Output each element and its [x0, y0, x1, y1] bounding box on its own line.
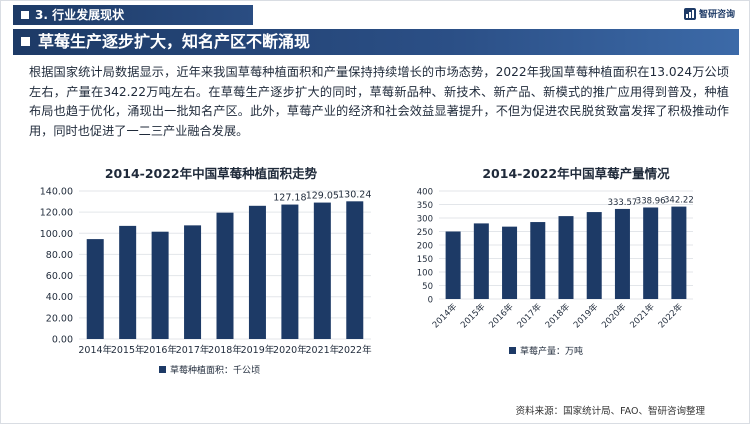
y-tick-label: 20.00: [46, 313, 73, 324]
y-tick-label: 120.00: [40, 208, 73, 219]
legend-swatch: [159, 366, 166, 373]
y-tick-label: 80.00: [46, 250, 73, 261]
section-title: 3. 行业发展现状: [35, 8, 125, 22]
data-label: 127.18: [273, 193, 306, 204]
x-tick-label: 2019年: [571, 301, 600, 330]
x-tick-label: 2021年: [628, 301, 657, 330]
source-note: 资料来源：国家统计局、FAO、智研咨询整理: [515, 406, 705, 417]
banner: 草莓生产逐步扩大，知名产区不断涌现: [13, 29, 739, 55]
y-tick-label: 200: [417, 242, 433, 252]
x-tick-label: 2019年: [241, 344, 275, 356]
square-icon: [21, 37, 30, 46]
bar: [281, 204, 299, 339]
data-label: 130.24: [338, 189, 371, 200]
data-label: 129.05: [306, 191, 339, 202]
y-tick-label: 60.00: [46, 271, 73, 282]
x-tick-label: 2015年: [458, 301, 487, 330]
bar: [346, 201, 364, 339]
section-tab: 3. 行业发展现状: [13, 5, 253, 25]
x-tick-label: 2014年: [430, 301, 459, 330]
x-tick-label: 2020年: [273, 344, 307, 356]
bar: [643, 207, 659, 299]
legend-swatch: [509, 347, 516, 354]
bar: [248, 205, 266, 339]
legend-label: 草莓种植面积：千公顷: [170, 364, 260, 376]
x-tick-label: 2022年: [656, 301, 685, 330]
data-label: 338.96: [636, 196, 666, 206]
bar: [151, 231, 169, 339]
bar: [502, 226, 518, 299]
x-tick-label: 2017年: [515, 301, 544, 330]
y-tick-label: 100: [417, 269, 433, 279]
data-label: 333.57: [608, 198, 638, 208]
bar: [86, 239, 104, 339]
bar: [530, 222, 546, 299]
brand: 智研咨询: [683, 7, 735, 20]
y-tick-label: 250: [417, 228, 433, 238]
chart-title-area: 2014-2022年中国草莓种植面积走势: [104, 166, 318, 181]
x-tick-label: 2020年: [599, 301, 628, 330]
bar: [671, 206, 687, 299]
x-tick-label: 2014年: [78, 344, 112, 356]
bar: [119, 225, 137, 339]
x-tick-label: 2018年: [208, 344, 242, 356]
brand-name: 智研咨询: [698, 10, 735, 20]
y-tick-label: 350: [417, 201, 433, 211]
data-label: 342.22: [664, 196, 694, 206]
banner-title: 草莓生产逐步扩大，知名产区不断涌现: [38, 32, 311, 51]
x-tick-label: 2021年: [305, 344, 339, 356]
y-tick-label: 0: [428, 296, 433, 306]
bar: [216, 212, 234, 339]
x-tick-label: 2018年: [543, 301, 572, 330]
x-tick-label: 2016年: [143, 344, 177, 356]
y-tick-label: 50: [422, 282, 433, 292]
legend-label: 草莓产量：万吨: [520, 345, 583, 357]
bar: [445, 231, 461, 299]
y-tick-label: 400: [417, 188, 433, 198]
x-tick-label: 2017年: [176, 344, 210, 356]
bar: [184, 225, 202, 339]
bar: [586, 212, 602, 299]
bar: [313, 202, 331, 339]
chart-title-output: 2014-2022年中国草莓产量情况: [482, 166, 670, 181]
x-tick-label: 2015年: [111, 344, 145, 356]
square-icon: [21, 11, 29, 19]
body-paragraph: 根据国家统计局数据显示，近年来我国草莓种植面积和产量保持持续增长的市场态势，20…: [29, 65, 729, 138]
y-tick-label: 140.00: [40, 187, 73, 198]
y-tick-label: 100.00: [40, 229, 73, 240]
x-tick-label: 2016年: [487, 301, 516, 330]
y-tick-label: 300: [417, 215, 433, 225]
y-tick-label: 0.00: [52, 335, 73, 346]
brand-logo-icon: [683, 7, 696, 20]
y-tick-label: 40.00: [46, 292, 73, 303]
bar: [558, 216, 574, 299]
bar: [614, 208, 630, 299]
x-tick-label: 2022年: [338, 344, 372, 356]
bar: [473, 223, 489, 299]
y-tick-label: 150: [417, 255, 433, 265]
